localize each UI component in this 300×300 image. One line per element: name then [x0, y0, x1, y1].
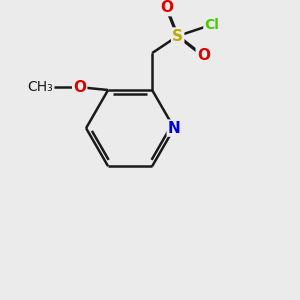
Text: CH₃: CH₃: [27, 80, 53, 94]
Text: O: O: [73, 80, 86, 95]
Text: S: S: [172, 28, 183, 44]
Text: O: O: [160, 0, 173, 15]
Text: N: N: [168, 121, 181, 136]
Text: Cl: Cl: [204, 18, 219, 32]
Text: O: O: [197, 48, 210, 63]
